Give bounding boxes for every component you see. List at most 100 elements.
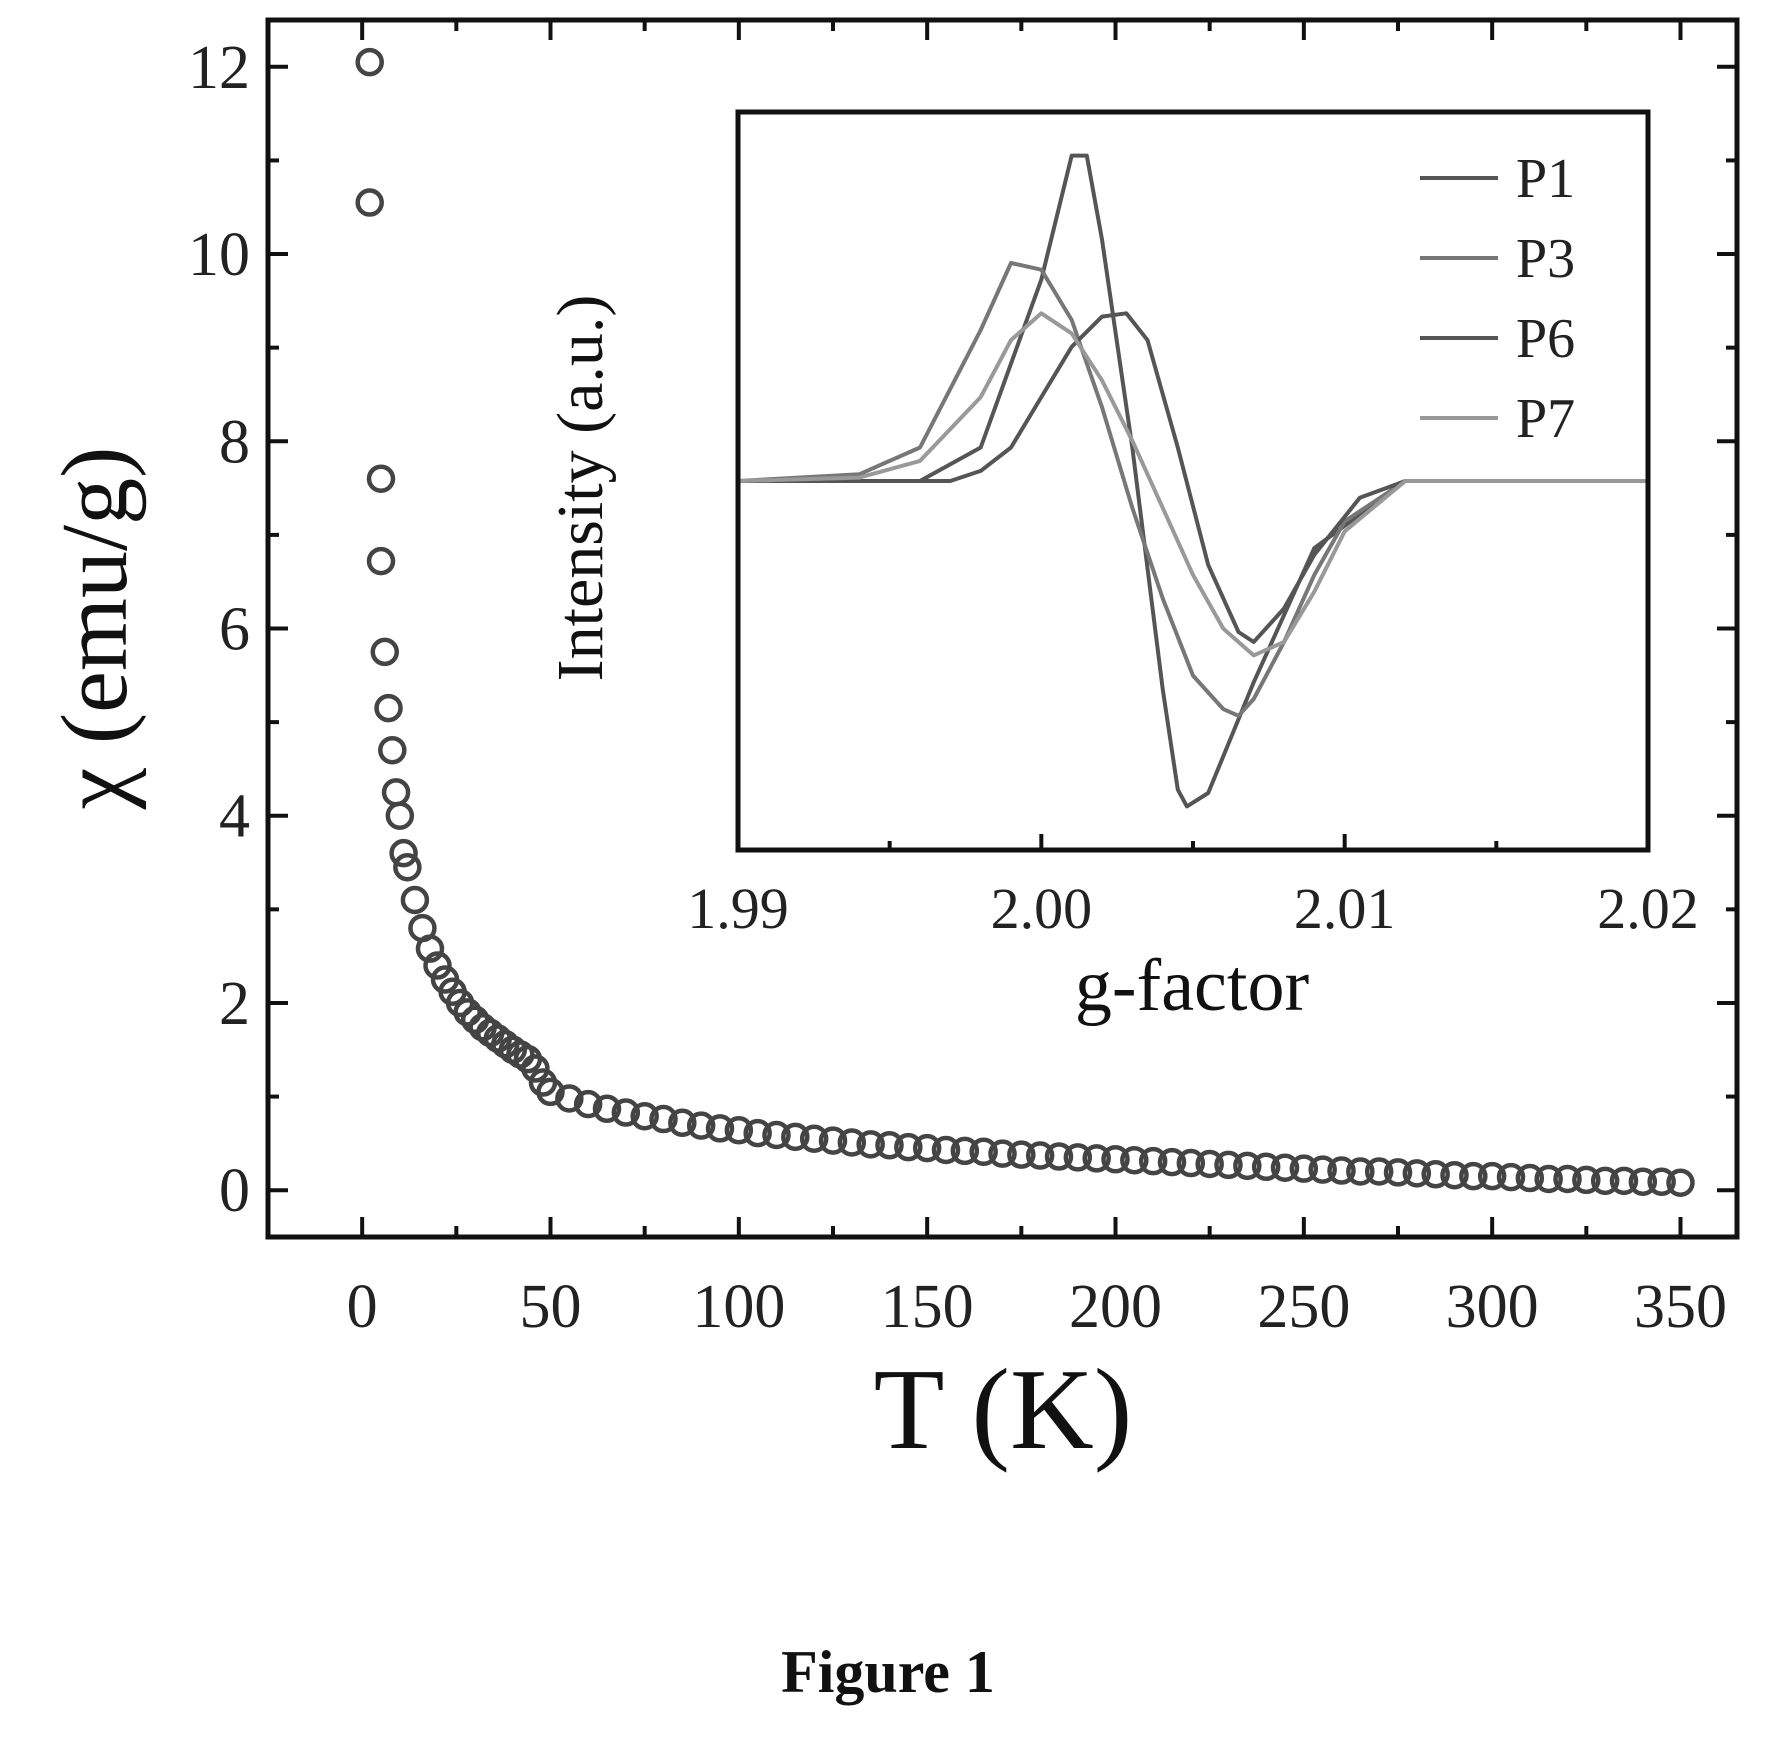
data-point [370,637,400,667]
inset-axis-ticks [736,834,1650,850]
data-point [856,1130,885,1159]
inset-x-tick-label: 2.00 [991,876,1093,941]
data-point [969,1137,998,1167]
legend-label-p1: P1 [1516,148,1575,210]
main-x-tick-label: 50 [520,1273,582,1341]
data-point [1477,1161,1507,1191]
data-point [1609,1166,1639,1196]
data-point [1101,1145,1130,1174]
main-x-tick-label: 0 [347,1273,378,1341]
data-point [1120,1145,1149,1175]
main-y-tick-label: 10 [188,221,250,289]
data-point [686,1111,716,1140]
data-point [1138,1146,1168,1176]
main-y-tick-label: 6 [219,596,250,664]
data-point [1496,1162,1526,1192]
data-point [931,1135,961,1165]
series-line-p3 [737,261,1648,718]
inset-x-tick-label: 2.01 [1294,876,1396,941]
data-point [1289,1154,1319,1183]
data-point [611,1098,641,1127]
data-point [366,464,396,493]
data-point [1308,1155,1337,1184]
data-point [1214,1150,1243,1180]
data-point [668,1108,697,1138]
main-y-tick-label: 2 [219,970,250,1038]
main-tick-labels: 0 50 100 150 200 250 300 350 0 2 4 6 8 10 12 [188,34,1727,1341]
inset-tick-labels: 1.99 2.00 2.01 2.02 [687,876,1699,941]
data-point [912,1133,942,1163]
data-point [453,998,482,1027]
main-chart: 0 50 100 150 200 250 300 350 0 2 4 6 8 10 12 T (K) χ (… [43,17,1740,1474]
data-point [1007,1140,1036,1169]
data-point [536,1077,565,1107]
data-point [355,47,384,77]
series-line-p7 [737,311,1648,658]
data-point [415,934,445,963]
data-point [355,188,384,217]
main-x-tick-label: 100 [692,1273,785,1341]
data-point [1628,1167,1658,1197]
data-point [1647,1167,1676,1197]
main-y-tick-label: 8 [219,408,250,476]
data-point [366,546,396,576]
data-point [630,1101,659,1131]
data-point [705,1114,735,1143]
data-point [1233,1151,1262,1181]
data-point [1534,1164,1563,1194]
inset-legend: P1 P3 P6 P7 [1420,148,1575,450]
data-point [1572,1165,1601,1195]
inset-x-tick-label: 2.02 [1597,876,1699,941]
main-y-tick-label: 4 [219,783,250,851]
main-data-points [355,47,1695,1197]
data-point [1025,1141,1055,1170]
data-point [818,1126,848,1155]
data-point [378,735,407,765]
data-point [1327,1156,1356,1185]
legend-label-p7: P7 [1516,388,1575,450]
data-point [875,1131,904,1160]
main-x-tick-label: 150 [881,1273,974,1341]
data-point [521,1054,550,1083]
data-point [423,951,452,980]
data-point [894,1132,923,1162]
inset-x-tick-label: 1.99 [687,876,789,941]
data-point [1666,1168,1695,1197]
inset-y-axis-label: Intensity (a.u.) [544,295,617,682]
data-point [389,838,418,868]
data-point [724,1116,754,1145]
main-y-tick-label: 12 [188,34,250,102]
inset-x-axis-label: g-factor [1075,945,1309,1027]
series-line-p6 [738,311,1648,644]
inset-series-lines [737,153,1648,809]
data-point [573,1089,603,1119]
data-point [1176,1148,1206,1178]
data-point [1346,1157,1375,1186]
data-point [1251,1152,1281,1182]
main-x-tick-label: 200 [1069,1273,1162,1341]
legend-label-p6: P6 [1516,308,1575,370]
data-point [1157,1147,1187,1177]
data-point [1195,1149,1224,1179]
series-line-p1 [738,153,1648,809]
data-point [1590,1166,1620,1196]
data-point [762,1120,791,1150]
main-x-tick-label: 300 [1446,1273,1539,1341]
data-point [1063,1143,1093,1172]
data-point [1421,1160,1450,1189]
data-point [1082,1144,1111,1173]
main-y-tick-label: 0 [219,1157,250,1225]
main-y-axis-label: χ (emu/g) [43,447,147,811]
main-x-tick-label: 250 [1257,1273,1350,1341]
main-x-tick-label: 350 [1634,1273,1727,1341]
data-point [400,885,430,915]
data-point [1553,1164,1582,1194]
figure-caption: Figure 1 [781,1639,995,1705]
data-point [393,852,422,882]
data-point [837,1128,867,1157]
main-axis-ticks [268,20,1737,1237]
data-point [799,1124,829,1153]
legend-label-p3: P3 [1516,228,1575,290]
data-point [950,1136,980,1166]
